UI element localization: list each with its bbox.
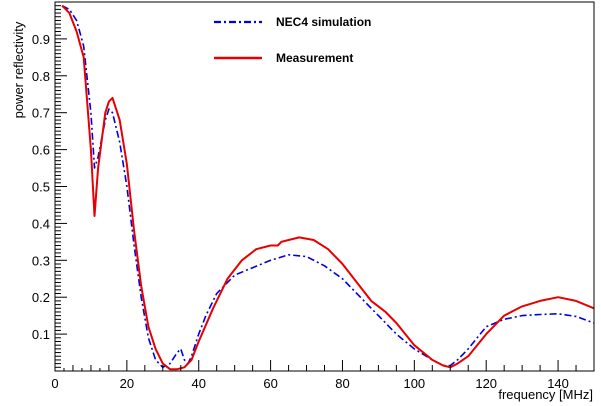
y-tick-label: 0.3 bbox=[32, 253, 50, 268]
y-tick-label: 0.9 bbox=[32, 32, 50, 47]
y-tick-label: 0.2 bbox=[32, 290, 50, 305]
y-tick-label: 0.6 bbox=[32, 143, 50, 158]
series-line-nec4-simulation bbox=[61, 4, 594, 369]
x-tick-label: 20 bbox=[120, 376, 134, 391]
plot-lines bbox=[61, 4, 594, 371]
y-axis-tick-labels: 0.1 0.2 0.3 0.4 0.5 0.6 0.7 0.8 0.9 bbox=[32, 32, 50, 342]
series-line-measurement bbox=[61, 5, 594, 371]
x-tick-label: 60 bbox=[263, 376, 277, 391]
x-tick-label: 0 bbox=[51, 376, 58, 391]
x-tick-label: 80 bbox=[335, 376, 349, 391]
y-tick-label: 0.7 bbox=[32, 106, 50, 121]
x-tick-label: 100 bbox=[403, 376, 425, 391]
y-tick-label: 0.1 bbox=[32, 327, 50, 342]
legend-label-nec4-simulation: NEC4 simulation bbox=[276, 15, 371, 29]
y-axis-ticks bbox=[55, 1, 67, 372]
y-tick-label: 0.8 bbox=[32, 69, 50, 84]
y-tick-label: 0.5 bbox=[32, 180, 50, 195]
x-tick-label: 40 bbox=[191, 376, 205, 391]
legend-label-measurement: Measurement bbox=[276, 51, 353, 65]
x-tick-label: 140 bbox=[547, 376, 569, 391]
legend: NEC4 simulation Measurement bbox=[214, 15, 371, 65]
x-axis-tick-labels: 0 20 40 60 80 100 120 140 bbox=[51, 376, 569, 391]
y-tick-label: 0.4 bbox=[32, 216, 50, 231]
x-axis-title: frequency [MHz] bbox=[498, 387, 593, 402]
x-tick-label: 120 bbox=[475, 376, 497, 391]
y-axis-title: power reflectivity bbox=[11, 21, 26, 118]
x-axis-ticks bbox=[54, 360, 595, 371]
